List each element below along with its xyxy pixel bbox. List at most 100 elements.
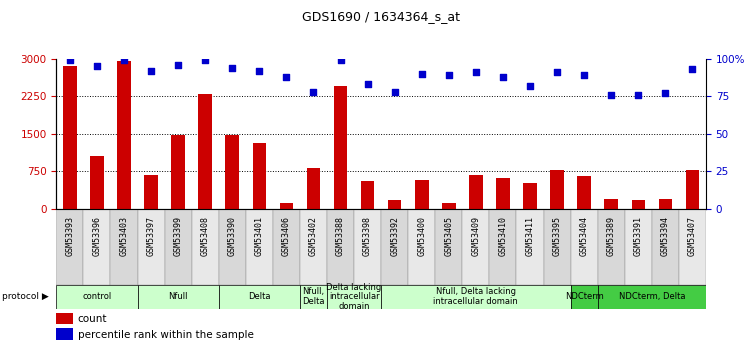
- Bar: [306, 168, 320, 209]
- Bar: [632, 200, 645, 209]
- Bar: [625, 210, 652, 285]
- Bar: [117, 61, 131, 209]
- Bar: [56, 210, 83, 285]
- Text: GSM53394: GSM53394: [661, 216, 670, 256]
- Bar: [144, 175, 158, 209]
- Bar: [598, 210, 625, 285]
- Point: [253, 68, 265, 73]
- Text: GSM53408: GSM53408: [201, 216, 210, 256]
- Text: GSM53391: GSM53391: [634, 216, 643, 256]
- Text: GSM53400: GSM53400: [418, 216, 427, 256]
- Text: GSM53397: GSM53397: [146, 216, 155, 256]
- Bar: [198, 93, 212, 209]
- Text: GSM53405: GSM53405: [445, 216, 454, 256]
- Bar: [110, 210, 137, 285]
- Bar: [300, 285, 327, 309]
- Bar: [381, 285, 571, 309]
- Text: GSM53393: GSM53393: [65, 216, 74, 256]
- Point: [605, 92, 617, 97]
- Bar: [246, 210, 273, 285]
- Bar: [279, 203, 293, 209]
- Text: GSM53389: GSM53389: [607, 216, 616, 256]
- Text: control: control: [83, 292, 112, 301]
- Bar: [354, 210, 382, 285]
- Bar: [219, 210, 246, 285]
- Bar: [679, 210, 706, 285]
- Text: GSM53395: GSM53395: [553, 216, 562, 256]
- Point: [199, 57, 211, 63]
- Bar: [164, 210, 192, 285]
- Bar: [517, 210, 544, 285]
- Point: [416, 71, 428, 76]
- Text: GSM53399: GSM53399: [173, 216, 182, 256]
- Bar: [544, 210, 571, 285]
- Bar: [409, 210, 436, 285]
- Point: [686, 66, 698, 72]
- Bar: [436, 210, 463, 285]
- Bar: [652, 210, 679, 285]
- Text: protocol ▶: protocol ▶: [2, 292, 48, 301]
- Bar: [523, 183, 537, 209]
- Point: [470, 69, 482, 75]
- Bar: [496, 178, 510, 209]
- Bar: [686, 170, 699, 209]
- Bar: [225, 135, 239, 209]
- Text: GSM53396: GSM53396: [92, 216, 101, 256]
- Point: [280, 74, 292, 79]
- Point: [497, 74, 509, 79]
- Text: Nfull, Delta lacking
intracellular domain: Nfull, Delta lacking intracellular domai…: [433, 287, 518, 306]
- Text: Nfull: Nfull: [168, 292, 188, 301]
- Text: percentile rank within the sample: percentile rank within the sample: [78, 330, 254, 340]
- Bar: [83, 210, 110, 285]
- Bar: [442, 203, 456, 209]
- Point: [524, 83, 536, 88]
- Point: [659, 90, 671, 96]
- Text: Delta: Delta: [248, 292, 270, 301]
- Point: [551, 69, 563, 75]
- Point: [91, 63, 103, 69]
- Bar: [273, 210, 300, 285]
- Bar: [463, 210, 490, 285]
- Text: GSM53398: GSM53398: [363, 216, 372, 256]
- Point: [172, 62, 184, 67]
- Point: [389, 89, 401, 95]
- Bar: [137, 285, 219, 309]
- Bar: [56, 328, 73, 340]
- Point: [145, 68, 157, 73]
- Point: [226, 65, 238, 70]
- Text: GSM53406: GSM53406: [282, 216, 291, 256]
- Text: GSM53392: GSM53392: [391, 216, 400, 256]
- Bar: [90, 156, 104, 209]
- Bar: [469, 175, 483, 209]
- Bar: [550, 170, 564, 209]
- Text: GSM53409: GSM53409: [472, 216, 481, 256]
- Bar: [598, 285, 706, 309]
- Text: GSM53401: GSM53401: [255, 216, 264, 256]
- Point: [632, 92, 644, 97]
- Bar: [56, 313, 73, 324]
- Text: Delta lacking
intracellular
domain: Delta lacking intracellular domain: [327, 283, 382, 311]
- Point: [64, 57, 76, 63]
- Bar: [415, 180, 429, 209]
- Text: GSM53390: GSM53390: [228, 216, 237, 256]
- Text: Nfull,
Delta: Nfull, Delta: [302, 287, 324, 306]
- Bar: [571, 285, 598, 309]
- Point: [307, 89, 319, 95]
- Bar: [360, 181, 374, 209]
- Bar: [252, 143, 266, 209]
- Text: GSM53404: GSM53404: [580, 216, 589, 256]
- Bar: [171, 135, 185, 209]
- Bar: [490, 210, 517, 285]
- Bar: [578, 176, 591, 209]
- Bar: [63, 66, 77, 209]
- Text: GSM53410: GSM53410: [499, 216, 508, 256]
- Bar: [381, 210, 409, 285]
- Bar: [333, 86, 347, 209]
- Bar: [605, 199, 618, 209]
- Text: GSM53411: GSM53411: [526, 216, 535, 256]
- Point: [361, 81, 373, 87]
- Bar: [192, 210, 219, 285]
- Text: NDCterm, Delta: NDCterm, Delta: [619, 292, 685, 301]
- Bar: [56, 285, 137, 309]
- Text: GSM53407: GSM53407: [688, 216, 697, 256]
